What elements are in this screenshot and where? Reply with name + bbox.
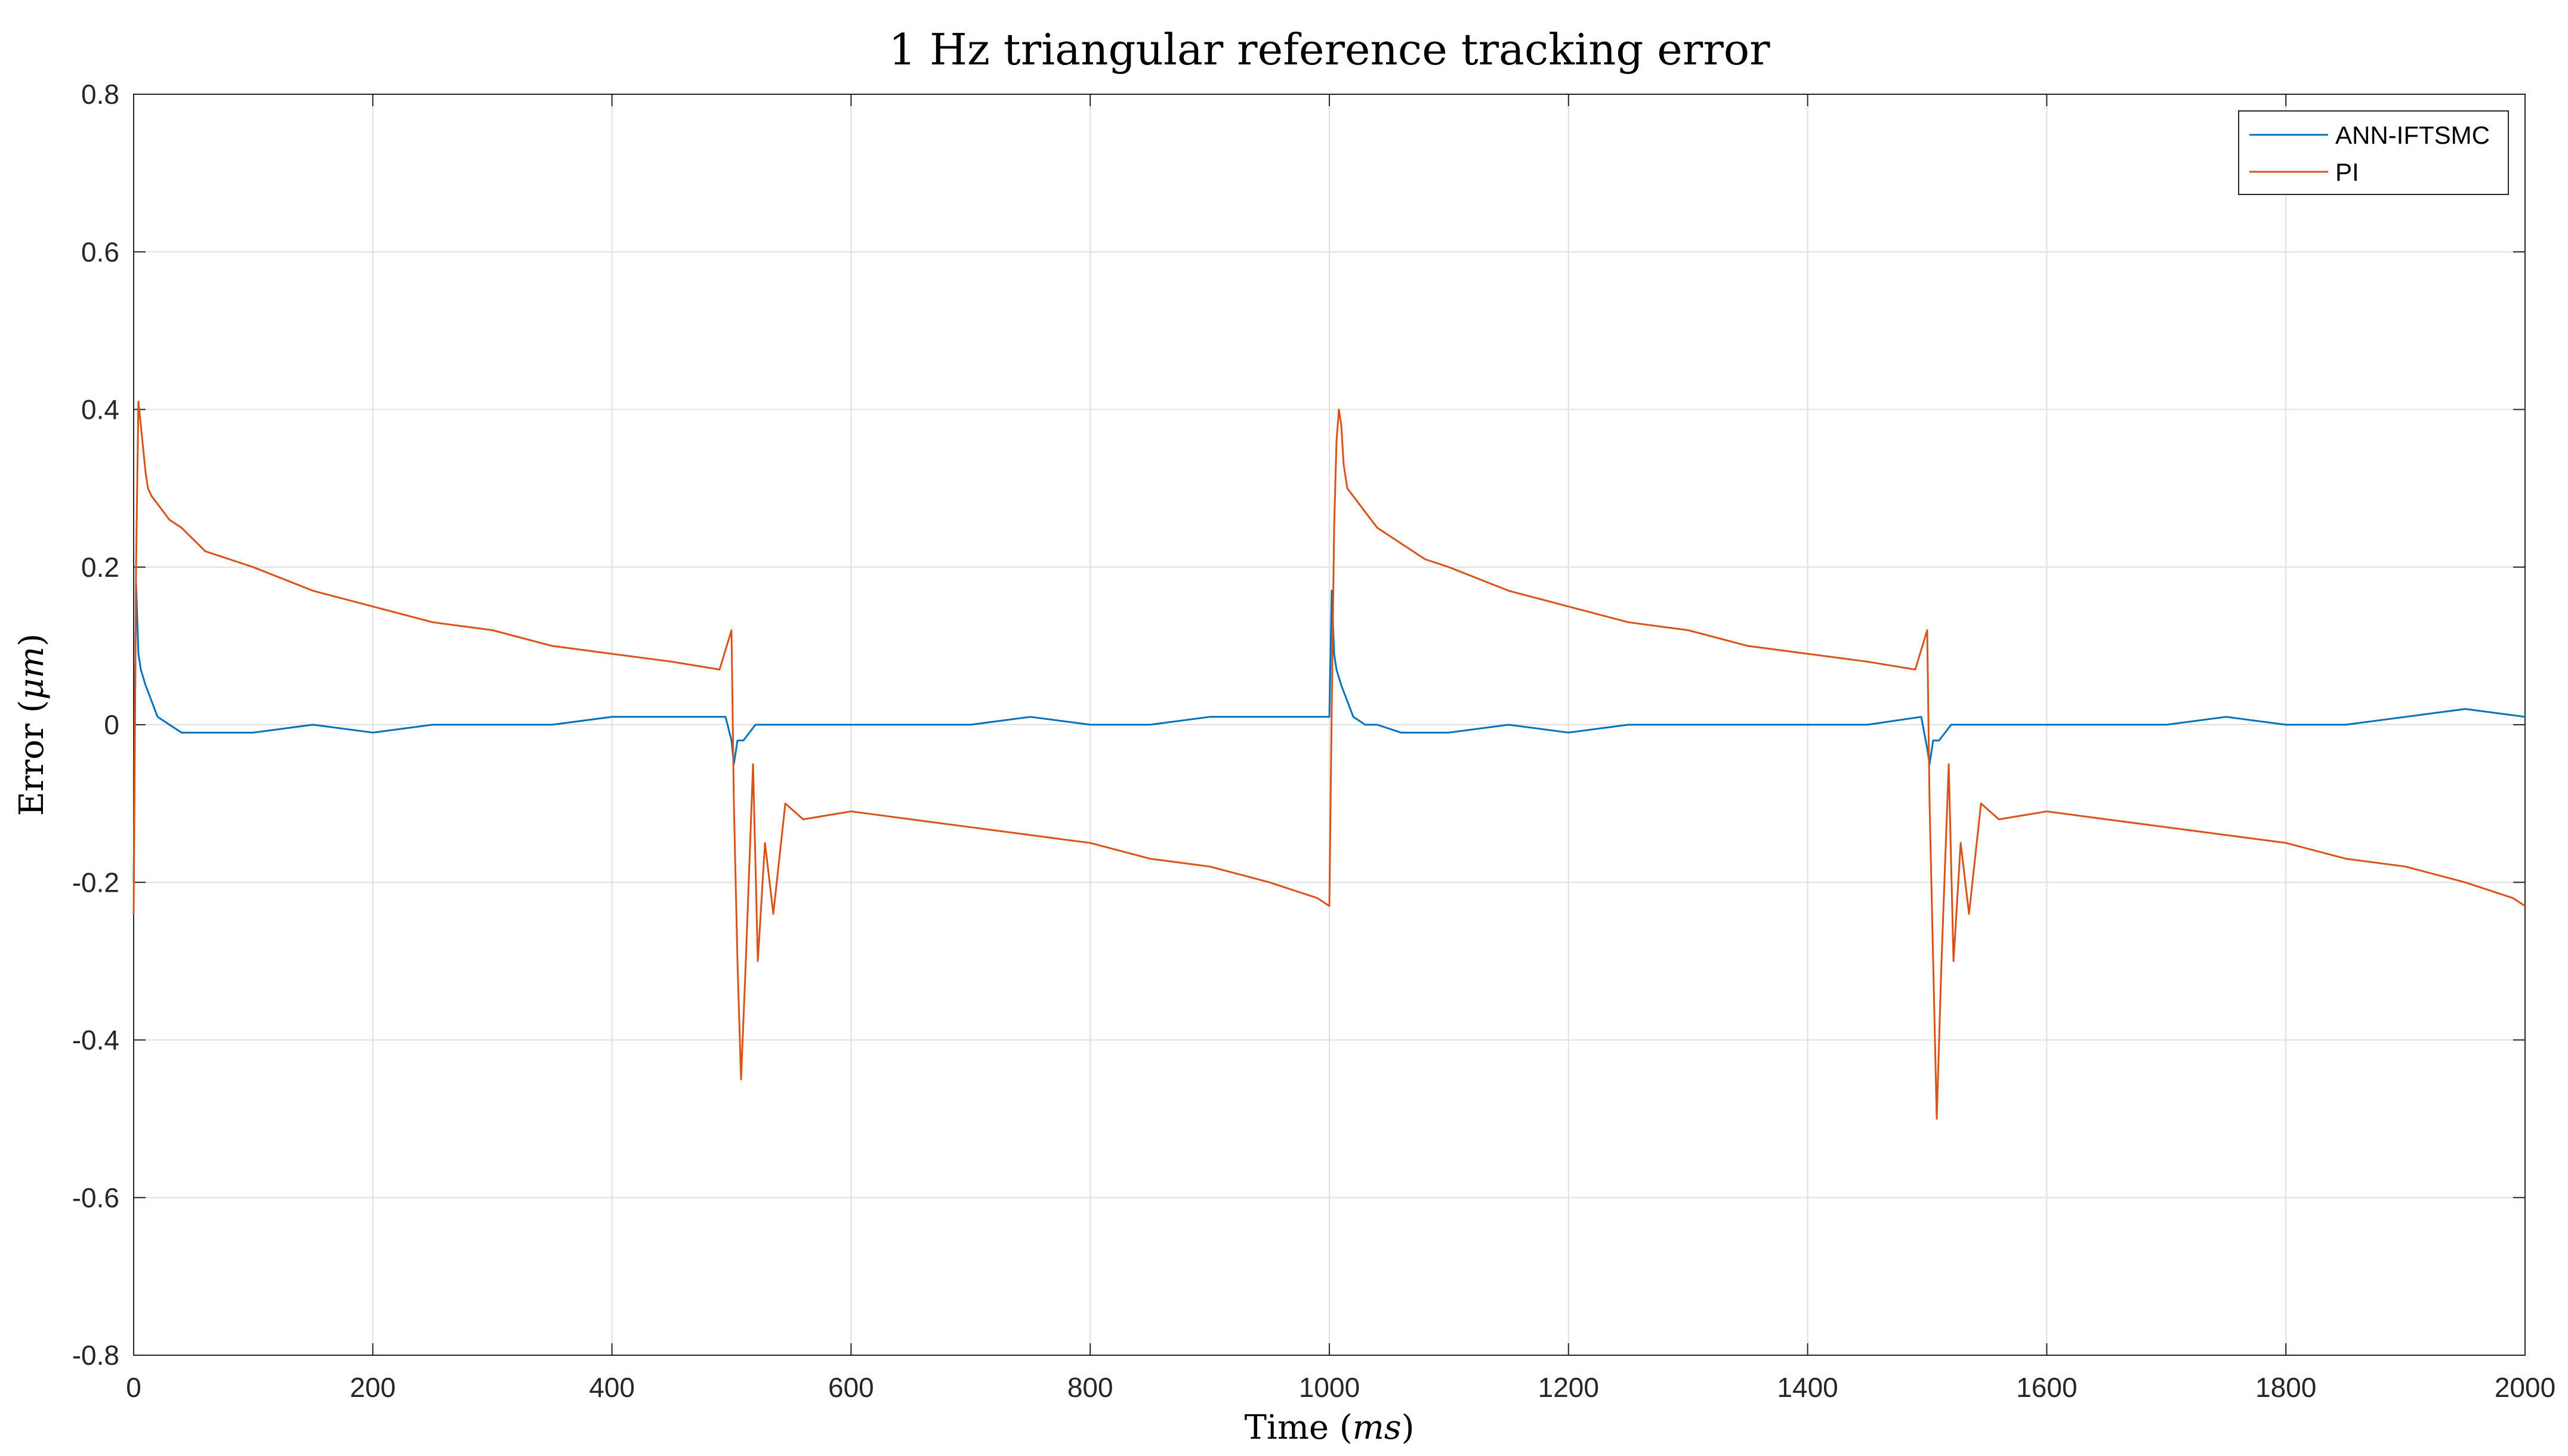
x-tick-label: 2000: [2495, 1372, 2555, 1403]
legend-label-ann-iftsmc: ANN-IFTSMC: [2335, 121, 2490, 149]
y-tick-label: -0.6: [72, 1182, 119, 1213]
x-tick-label: 1800: [2255, 1372, 2316, 1403]
x-tick-label: 600: [828, 1372, 874, 1403]
y-tick-label: -0.4: [72, 1025, 119, 1056]
y-tick-label: 0.8: [81, 79, 119, 110]
legend: ANN-IFTSMC PI: [2238, 110, 2509, 195]
y-axis-label-prefix: Error (: [13, 700, 51, 816]
x-tick-label: 800: [1067, 1372, 1113, 1403]
y-axis-label: Error (μm): [13, 633, 51, 816]
x-tick-label: 1200: [1538, 1372, 1599, 1403]
x-axis-label: Time (ms): [1245, 1408, 1415, 1447]
y-axis-label-unit: μm: [13, 647, 51, 700]
x-tick-label: 0: [126, 1372, 141, 1403]
x-tick-label: 200: [350, 1372, 396, 1403]
x-axis-label-prefix: Time (: [1245, 1408, 1353, 1447]
y-tick-label: -0.8: [72, 1340, 119, 1371]
x-tick-label: 1400: [1777, 1372, 1838, 1403]
series-line-pi: [132, 400, 2526, 1120]
legend-box: [2238, 110, 2509, 195]
y-tick-label: 0: [104, 709, 119, 740]
series-lines: [132, 400, 2526, 1120]
y-tick-label: -0.2: [72, 867, 119, 898]
y-tick-label: 0.4: [81, 394, 119, 425]
x-tick-label: 1600: [2016, 1372, 2077, 1403]
series-line-ann-iftsmc: [132, 582, 2526, 883]
y-tick-label: 0.6: [81, 236, 119, 267]
axis-ticks: 0 200 400 600 800 1000 1200 1400 1600 1800 2000 -0.…: [72, 79, 2555, 1403]
x-axis-label-unit: ms: [1353, 1408, 1402, 1447]
x-axis-label-suffix: ): [1402, 1408, 1415, 1447]
y-tick-label: 0.2: [81, 552, 119, 583]
legend-label-pi: PI: [2335, 158, 2359, 186]
chart-title: 1 Hz triangular reference tracking error: [888, 24, 1770, 75]
y-axis-label-suffix: ): [13, 633, 51, 647]
x-tick-label: 400: [589, 1372, 635, 1403]
x-tick-label: 1000: [1299, 1372, 1360, 1403]
